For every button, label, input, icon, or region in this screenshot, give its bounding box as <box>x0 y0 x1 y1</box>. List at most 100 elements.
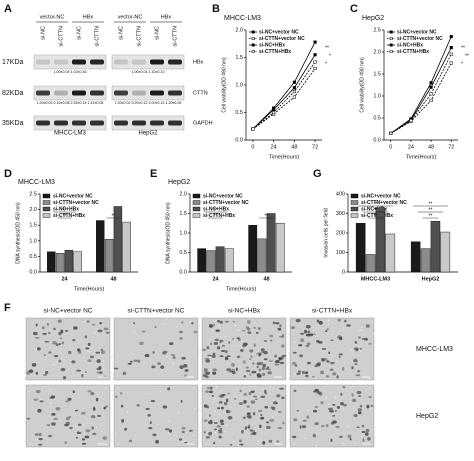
cell <box>172 356 176 359</box>
cell <box>179 337 183 340</box>
cell <box>113 367 119 370</box>
mw-marker: 35KDa <box>2 120 24 127</box>
quant-text: 1.00±0.04 1.02±0.46 <box>54 70 87 74</box>
protein-label: HBx <box>193 59 204 65</box>
cell <box>337 318 341 322</box>
bar <box>96 220 105 273</box>
cell <box>277 426 283 430</box>
panel-label: D <box>4 168 12 180</box>
pore <box>168 420 170 422</box>
cell <box>246 414 250 418</box>
pore <box>50 402 52 404</box>
pore <box>372 332 374 335</box>
cell <box>315 390 320 394</box>
series-line <box>252 61 316 130</box>
cell <box>220 422 225 426</box>
cell <box>50 422 56 426</box>
cell <box>262 440 266 445</box>
cell <box>259 417 265 420</box>
cell <box>239 443 244 446</box>
pore <box>359 351 362 353</box>
cell <box>212 368 217 372</box>
cell <box>252 431 257 435</box>
bar <box>224 248 234 273</box>
lane-label: si-NC <box>40 26 46 40</box>
cell <box>71 360 76 364</box>
mw-marker: 82KDa <box>2 90 24 97</box>
column-header: si-CTTN+vector NC <box>128 308 185 315</box>
legend-label: si-NC+vector NC <box>203 193 243 199</box>
cell <box>341 367 345 371</box>
pore <box>159 390 161 392</box>
pore <box>36 438 39 440</box>
x-tick-label: 48 <box>291 144 297 150</box>
x-tick-label: 48 <box>110 276 116 282</box>
y-tick-label: 200 <box>336 230 345 236</box>
cell <box>144 353 150 358</box>
cell <box>228 341 231 344</box>
legend-label: si-CTTN+HBx <box>259 49 291 55</box>
cell <box>212 323 215 327</box>
cell <box>102 436 108 440</box>
pore <box>147 393 149 395</box>
cell <box>368 343 372 345</box>
cell <box>128 439 133 443</box>
pore <box>327 323 330 325</box>
legend-marker <box>251 30 255 34</box>
cell <box>257 327 261 330</box>
cell <box>205 390 210 393</box>
cell <box>38 432 42 437</box>
cell <box>96 414 102 417</box>
cell <box>213 422 218 424</box>
blot-band <box>90 90 104 96</box>
cell <box>343 403 347 407</box>
cell <box>147 413 151 417</box>
cell <box>38 437 43 441</box>
cell <box>314 421 319 425</box>
cell <box>249 349 254 353</box>
cell <box>259 424 262 429</box>
cell <box>35 371 39 375</box>
cell <box>344 319 347 323</box>
cell <box>50 395 56 399</box>
cell <box>332 415 336 417</box>
cell <box>240 429 245 434</box>
pore <box>241 340 243 342</box>
pore <box>192 434 195 437</box>
cell <box>46 322 49 326</box>
legend-label: si-NC+HBx <box>53 206 79 212</box>
series-line <box>390 62 452 134</box>
legend-swatch <box>42 200 51 205</box>
cell <box>124 427 128 431</box>
bar <box>47 251 56 273</box>
cell <box>221 406 224 410</box>
cell <box>247 426 251 429</box>
cell <box>329 368 334 371</box>
cell <box>208 431 213 436</box>
cell <box>47 331 51 335</box>
cell <box>209 419 213 422</box>
pore <box>25 374 27 376</box>
pore <box>347 426 350 428</box>
cell <box>328 351 331 355</box>
cell <box>221 345 226 347</box>
quant-text: 1.00±0.02 0.20±0.12 2.00±0.15 1.20±0.06 <box>115 101 182 105</box>
cell <box>342 385 346 389</box>
cell <box>181 430 185 434</box>
bar <box>248 224 258 273</box>
legend-swatch <box>192 213 201 218</box>
cell <box>208 420 213 425</box>
cell <box>81 373 84 378</box>
data-point <box>292 80 296 84</box>
cell <box>340 401 344 406</box>
lane-label: si-CTTN <box>172 26 178 46</box>
cell <box>160 365 165 369</box>
data-point <box>292 95 296 99</box>
cell <box>307 330 311 334</box>
chart-title: MHCC-LM3 <box>224 15 261 22</box>
cell <box>72 338 76 342</box>
cell <box>263 358 268 361</box>
cell <box>46 424 51 427</box>
pore <box>226 425 228 427</box>
cell <box>238 338 241 342</box>
